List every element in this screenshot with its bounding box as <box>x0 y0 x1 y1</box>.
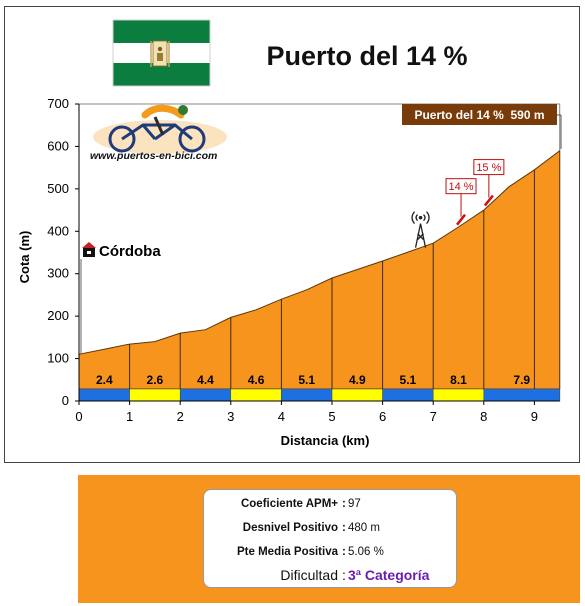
apm-colon: : <box>342 498 346 510</box>
segment-gradient-label: 8.1 <box>450 373 467 387</box>
dificultad-value: 3ª Categoría <box>348 567 430 583</box>
x-tick-label: 6 <box>379 409 386 424</box>
gradient-band-segment <box>382 388 434 402</box>
gradient-band-segment <box>129 388 181 402</box>
x-tick-label: 9 <box>531 409 538 424</box>
desnivel-colon: : <box>342 522 346 534</box>
logo-caption: www.puertos-en-bici.com <box>90 150 217 162</box>
x-tick-label: 2 <box>177 409 184 424</box>
profile-chart-frame: Puerto del 14 % 2.4 2.6 4.4 4.6 5.1 4.9 5.1 8.1… <box>4 6 580 463</box>
ramp-label: 15 % <box>476 162 501 174</box>
y-tick-label: 100 <box>47 351 69 366</box>
summit-annotation: Puerto del 14 % 590 m <box>402 104 562 149</box>
summit-label: Puerto del 14 % 590 m <box>414 108 544 122</box>
y-tick-label: 700 <box>47 96 69 111</box>
x-tick-label: 7 <box>430 409 437 424</box>
y-tick-label: 600 <box>47 138 69 153</box>
y-tick-label: 500 <box>47 181 69 196</box>
y-tick-label: 0 <box>62 393 69 408</box>
y-axis-title: Cota (m) <box>17 231 32 284</box>
ramp-marker <box>456 213 467 226</box>
x-tick-label: 4 <box>278 409 285 424</box>
andalusia-flag <box>112 19 211 87</box>
start-place-label: Córdoba <box>99 243 161 260</box>
ramp-label: 14 % <box>448 181 473 193</box>
segment-gradient-label: 5.1 <box>400 373 417 387</box>
segment-gradient-label: 4.4 <box>197 373 214 387</box>
y-tick-label: 200 <box>47 308 69 323</box>
ramp-marker <box>483 194 494 207</box>
gradient-band-segment <box>281 388 333 402</box>
altitude-profile-chart: Puerto del 14 % 2.4 2.6 4.4 4.6 5.1 4.9 5.1 8.1… <box>17 19 562 448</box>
desnivel-value: 480 m <box>348 522 380 534</box>
x-tick-label: 1 <box>126 409 133 424</box>
apm-label: Coeficiente APM+ <box>240 498 338 510</box>
segment-gradient-label: 4.9 <box>349 373 366 387</box>
segment-gradient-label: 2.6 <box>147 373 164 387</box>
climb-stats-box: Coeficiente APM+ : 97 Desnivel Positivo … <box>203 489 457 588</box>
segment-gradient-label: 5.1 <box>298 373 315 387</box>
desnivel-label: Desnivel Positivo <box>242 522 338 534</box>
x-axis-title: Distancia (km) <box>281 433 370 448</box>
pte-value: 5.06 % <box>348 546 384 558</box>
y-tick-label: 400 <box>47 223 69 238</box>
flag-border <box>112 19 211 87</box>
dificultad-colon: : <box>342 567 346 583</box>
gradient-band-segment <box>331 388 383 402</box>
apm-value: 97 <box>348 498 361 510</box>
gradient-band-segment <box>78 388 130 402</box>
y-tick-label: 300 <box>47 266 69 281</box>
ramp-label-box <box>445 178 477 195</box>
dificultad-label: Dificultad <box>280 567 338 583</box>
start-place-marker: Córdoba <box>82 242 161 260</box>
pte-colon: : <box>342 546 346 558</box>
segment-gradient-label: 7.9 <box>513 373 530 387</box>
x-tick-label: 3 <box>227 409 234 424</box>
gradient-band-segment <box>483 388 560 402</box>
ramp-label-box <box>473 159 505 176</box>
segment-gradient-label: 4.6 <box>248 373 265 387</box>
gradient-band-segment <box>179 388 232 402</box>
coat-of-arms-icon <box>150 40 170 67</box>
pte-label: Pte Media Positiva <box>237 546 338 558</box>
segment-gradient-label: 2.4 <box>96 373 113 387</box>
flag-stripe-bottom <box>113 63 210 86</box>
x-tick-label: 5 <box>328 409 335 424</box>
climb-stats-panel: Coeficiente APM+ : 97 Desnivel Positivo … <box>78 475 580 603</box>
summit-label-box <box>402 104 557 125</box>
x-tick-label: 0 <box>75 409 82 424</box>
site-logo: www.puertos-en-bici.com <box>90 104 227 162</box>
gradient-band-segment <box>432 388 485 402</box>
page-title: Puerto del 14 % <box>266 41 467 71</box>
house-icon <box>82 242 96 257</box>
gradient-band-segment <box>230 388 282 402</box>
flag-stripe-top <box>113 20 210 43</box>
x-tick-label: 8 <box>480 409 487 424</box>
antenna-top <box>418 215 423 220</box>
cyclist-icon <box>108 104 206 153</box>
antenna-icon <box>411 211 430 248</box>
